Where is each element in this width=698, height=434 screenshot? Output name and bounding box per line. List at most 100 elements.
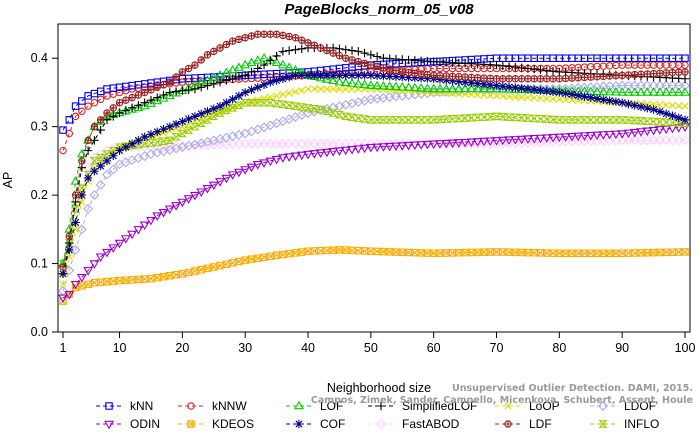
- point-odin-11: [120, 235, 131, 244]
- point-lof-50: [365, 80, 376, 89]
- point-ldf-18: [166, 78, 174, 86]
- point-odin-7: [95, 253, 106, 263]
- point-ldf-40: [304, 39, 312, 47]
- point-knn-2: [65, 116, 74, 124]
- point-cof-34: [266, 77, 275, 87]
- point-inflo-4: [77, 184, 87, 193]
- point-lof-58: [416, 83, 427, 92]
- point-odin-51: [372, 143, 383, 153]
- point-ldf-15: [147, 86, 155, 94]
- y-tick-label-4: 0.4: [31, 51, 48, 65]
- point-inflo-24: [202, 116, 213, 124]
- point-lof-62: [441, 83, 452, 93]
- point-odin-17: [158, 208, 169, 218]
- point-inflo-17: [158, 137, 169, 145]
- point-ldf-38: [291, 33, 300, 42]
- point-ldf-76: [530, 75, 538, 83]
- point-ldf-74: [517, 75, 526, 83]
- point-knnw-7: [96, 95, 105, 104]
- point-ldf-72: [505, 75, 513, 83]
- point-odin-20: [177, 198, 188, 208]
- point-inflo-40: [303, 104, 313, 112]
- point-ldf-89: [612, 71, 620, 80]
- x-tick-label-90: 90: [615, 341, 629, 355]
- point-ldf-13: [134, 91, 143, 99]
- legend-item-cof: COF: [286, 417, 345, 431]
- point-odin-48: [353, 145, 364, 154]
- point-cof-4: [77, 190, 87, 200]
- point-simplifiedlof-47: [347, 46, 357, 55]
- point-lof-87: [598, 86, 609, 96]
- legend-item-simplifiedlof: SimplifiedLOF: [368, 399, 477, 413]
- point-simplifiedlof-11: [121, 106, 131, 115]
- point-lof-66: [466, 83, 477, 93]
- point-fastabod-100: [680, 135, 690, 146]
- point-inflo-62: [441, 115, 451, 123]
- point-ldof-8: [102, 169, 112, 180]
- point-cof-57: [410, 73, 420, 82]
- point-inflo-22: [190, 122, 200, 131]
- point-ldf-17: [159, 80, 168, 89]
- point-cof-8: [102, 156, 112, 166]
- point-cof-40: [303, 71, 313, 80]
- point-ldf-14: [140, 88, 149, 97]
- point-cof-92: [630, 101, 639, 110]
- point-lof-55: [397, 82, 408, 91]
- point-odin-35: [271, 155, 282, 165]
- point-odin-89: [610, 130, 621, 140]
- point-odin-13: [133, 226, 144, 235]
- point-fastabod-5: [83, 162, 94, 173]
- point-ldf-81: [561, 74, 570, 83]
- point-cof-93: [636, 102, 646, 112]
- point-odin-2: [64, 291, 75, 300]
- point-lof-43: [321, 74, 332, 83]
- point-loop-99: [675, 102, 683, 110]
- point-cof-25: [209, 104, 218, 113]
- point-ldf-29: [235, 35, 243, 44]
- point-lof-100: [680, 87, 690, 96]
- point-odin-36: [277, 154, 288, 163]
- point-inflo-47: [347, 113, 357, 122]
- point-inflo-35: [272, 99, 282, 108]
- point-simplifiedlof-48: [354, 47, 363, 56]
- point-ldf-88: [605, 72, 614, 80]
- x-axis-label: Neighborhood size: [327, 381, 431, 395]
- point-inflo-36: [278, 100, 288, 109]
- point-loop-79: [549, 95, 557, 103]
- point-ldf-95: [649, 69, 658, 78]
- point-inflo-6: [89, 157, 99, 165]
- point-inflo-70: [491, 112, 502, 121]
- point-loop-37: [285, 89, 293, 97]
- point-loop-43: [323, 85, 331, 93]
- point-lof-90: [617, 87, 628, 96]
- series-kdeos: [59, 246, 689, 305]
- point-simplifiedlof-71: [498, 61, 507, 70]
- point-simplifiedlof-28: [228, 74, 237, 83]
- point-inflo-67: [473, 113, 483, 122]
- legend-marker-inflo: [598, 420, 608, 428]
- point-loop-51: [373, 85, 381, 93]
- point-inflo-89: [611, 116, 621, 124]
- x-tick-label-60: 60: [427, 341, 441, 355]
- point-kdeos-100: [681, 248, 689, 256]
- point-inflo-87: [598, 116, 608, 124]
- point-lof-7: [95, 116, 106, 125]
- series-cof: [58, 71, 690, 279]
- point-ldf-4: [78, 157, 86, 165]
- point-inflo-99: [674, 119, 684, 127]
- point-cof-49: [360, 71, 369, 80]
- point-lof-18: [164, 90, 175, 100]
- point-odin-83: [573, 132, 584, 142]
- point-cof-18: [165, 122, 175, 131]
- point-lof-33: [259, 52, 270, 62]
- series-ldof: [58, 80, 690, 296]
- legend-marker-odin: [104, 420, 114, 430]
- point-ldf-55: [398, 68, 407, 76]
- point-ldf-45: [335, 51, 344, 60]
- point-inflo-52: [378, 116, 388, 124]
- legend-item-ldof: LDOF: [590, 399, 656, 413]
- point-ldf-20: [178, 68, 187, 76]
- point-odin-24: [202, 185, 213, 194]
- point-cof-15: [146, 130, 156, 139]
- point-odin-23: [196, 188, 207, 197]
